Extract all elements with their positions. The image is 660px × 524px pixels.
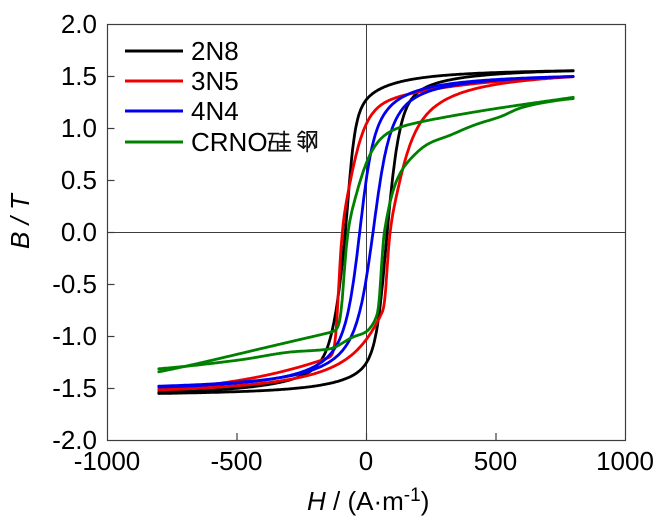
svg-text:0.5: 0.5 (61, 165, 97, 195)
svg-text:3N5: 3N5 (191, 66, 239, 96)
svg-text:-500: -500 (210, 446, 262, 476)
svg-text:B / T: B / T (5, 192, 35, 249)
svg-text:500: 500 (474, 446, 517, 476)
svg-text:CRNO: CRNO (191, 127, 268, 157)
svg-text:0: 0 (359, 446, 373, 476)
svg-text:2N8: 2N8 (191, 36, 239, 66)
svg-text:4N4: 4N4 (191, 96, 239, 126)
svg-text:-1000: -1000 (74, 446, 141, 476)
svg-text:1000: 1000 (596, 446, 654, 476)
svg-text:-1.5: -1.5 (52, 373, 97, 403)
svg-text:0.0: 0.0 (61, 217, 97, 247)
svg-text:1.0: 1.0 (61, 113, 97, 143)
svg-text:2.0: 2.0 (61, 9, 97, 39)
svg-text:-1.0: -1.0 (52, 321, 97, 351)
svg-text:1.5: 1.5 (61, 61, 97, 91)
svg-text:-2.0: -2.0 (52, 425, 97, 455)
svg-text:-0.5: -0.5 (52, 269, 97, 299)
